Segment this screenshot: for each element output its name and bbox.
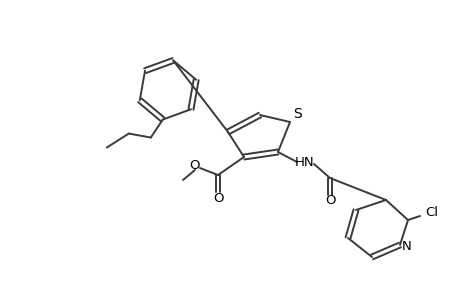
Text: Cl: Cl [425, 206, 437, 220]
Text: S: S [293, 107, 302, 121]
Text: HN: HN [295, 155, 314, 169]
Text: O: O [325, 194, 336, 208]
Text: O: O [190, 158, 200, 172]
Text: N: N [401, 239, 411, 253]
Text: O: O [213, 191, 224, 205]
